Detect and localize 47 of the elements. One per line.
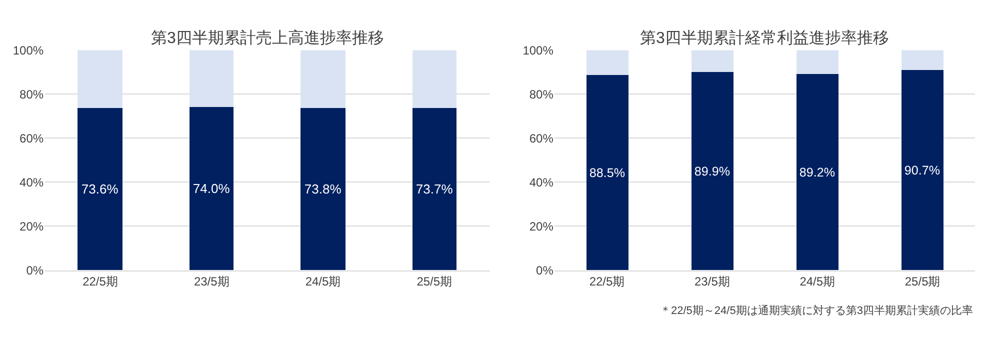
bar <box>78 108 123 270</box>
data-label: 73.6% <box>81 182 119 197</box>
text: ＊22/5期～24/5期は通期実績に対する第3四半期累計実績の比率 <box>660 304 973 317</box>
bar <box>300 108 346 270</box>
bar <box>901 70 944 270</box>
bar <box>796 50 838 74</box>
bar <box>78 50 123 108</box>
y-tick-label: 80% <box>20 87 44 102</box>
x-tick-label: 22/5期 <box>82 274 118 289</box>
data-label: 73.8% <box>304 182 342 197</box>
bar <box>300 50 346 108</box>
data-label: 74.0% <box>192 181 230 196</box>
bar <box>586 75 628 270</box>
data-label: 90.7% <box>904 164 940 178</box>
x-tick-label: 24/5期 <box>305 274 341 289</box>
bar <box>190 107 234 270</box>
x-tick-label: 23/5期 <box>194 274 230 289</box>
x-tick-label: 23/5期 <box>694 274 730 289</box>
y-tick-label: 20% <box>20 219 44 234</box>
data-label: 89.2% <box>799 166 835 180</box>
y-tick-label: 20% <box>529 219 554 234</box>
bar <box>796 74 838 270</box>
y-tick-label: 100% <box>522 43 554 58</box>
bar <box>412 108 457 270</box>
y-tick-label: 40% <box>20 175 44 190</box>
bar <box>586 50 628 76</box>
x-tick-label: 25/5期 <box>904 274 940 289</box>
bar <box>190 50 234 108</box>
y-tick-label: 60% <box>20 131 44 146</box>
data-label: 88.5% <box>589 166 625 180</box>
y-tick-label: 0% <box>26 263 44 278</box>
x-tick-label: 25/5期 <box>416 274 452 289</box>
x-tick-label: 24/5期 <box>800 274 836 289</box>
data-label: 89.9% <box>694 164 730 179</box>
y-tick-label: 80% <box>529 87 554 102</box>
bar <box>691 50 734 72</box>
data-label: 73.7% <box>416 182 454 197</box>
bar <box>691 72 734 270</box>
chart-title: 第3四半期累計経常利益進捗率推移 <box>640 29 889 47</box>
bar <box>901 50 944 70</box>
y-tick-label: 0% <box>536 263 554 278</box>
y-tick-label: 100% <box>12 43 44 58</box>
y-tick-label: 60% <box>529 131 554 146</box>
chart-title: 第3四半期累計売上高進捗率推移 <box>151 29 384 47</box>
y-tick-label: 40% <box>529 175 554 190</box>
bar <box>412 50 457 108</box>
x-tick-label: 22/5期 <box>589 274 625 289</box>
